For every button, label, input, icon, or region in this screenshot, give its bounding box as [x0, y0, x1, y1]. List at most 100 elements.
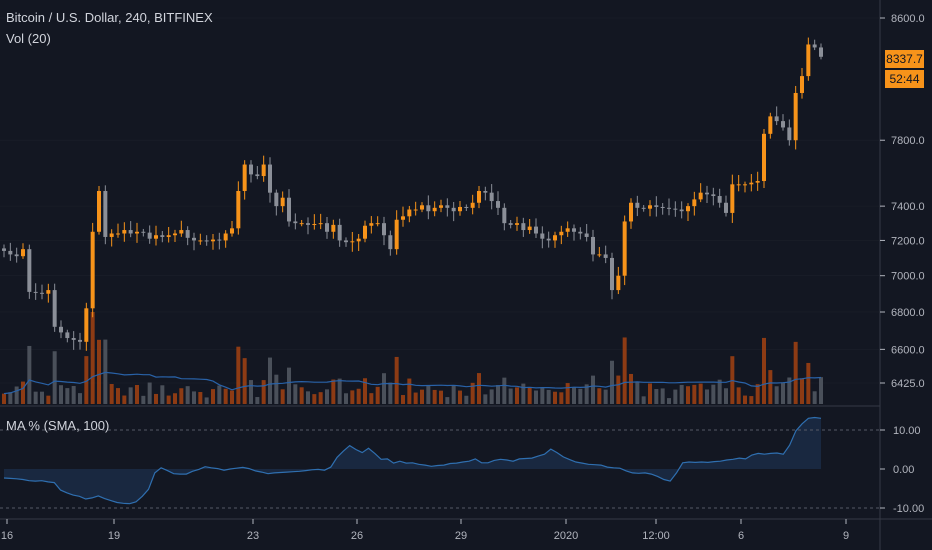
candle-body	[312, 224, 317, 226]
candle-body	[223, 233, 228, 241]
volume-bar	[458, 390, 462, 404]
volume-bar	[59, 385, 63, 404]
candle-body	[420, 205, 424, 210]
time-axis[interactable]: 16 19 23 26 29 2020 12:00 6 9	[1, 519, 849, 542]
candle-body	[616, 275, 621, 291]
volume-bar	[749, 396, 754, 404]
candle-body	[565, 228, 570, 232]
volume-bar	[559, 392, 564, 404]
candle-body	[445, 205, 450, 208]
candle-body	[109, 233, 114, 237]
volume-bar	[787, 377, 792, 404]
volume-bar	[439, 390, 443, 404]
volume-bar	[388, 382, 393, 404]
candle-body	[33, 291, 38, 293]
volume-bar	[819, 377, 823, 404]
volume-bar	[635, 382, 640, 404]
candle-body	[591, 236, 595, 255]
candle-body	[27, 249, 32, 292]
candle-body	[610, 257, 614, 291]
volume-bar	[451, 386, 456, 404]
candle-body	[135, 231, 139, 234]
volume-bar	[483, 394, 488, 404]
volume-bar	[521, 383, 526, 404]
candle-body	[819, 47, 823, 57]
candle-body	[698, 192, 703, 200]
volume-bar	[78, 393, 82, 404]
candle-body	[464, 206, 469, 208]
candle-body	[287, 197, 291, 222]
time-tick-label: 12:00	[642, 530, 670, 542]
volume-bar	[584, 384, 589, 404]
osc-tick-label: -10.00	[893, 503, 924, 515]
candle-body	[350, 241, 355, 243]
candle-body	[667, 207, 671, 209]
candle-body	[14, 254, 19, 257]
candle-body	[762, 133, 766, 182]
volume-bar	[84, 356, 89, 404]
volume-bar	[686, 386, 690, 404]
candle-body	[477, 190, 481, 203]
volume-bar	[489, 389, 494, 404]
volume-bar	[382, 373, 386, 404]
volume-bar	[363, 378, 367, 404]
volume-bar	[477, 373, 481, 404]
volume-bar	[692, 384, 697, 404]
bar-countdown-tag: 52:44	[885, 70, 924, 88]
candle-body	[160, 235, 165, 237]
candle-body	[356, 238, 361, 242]
volume-bar	[616, 375, 621, 404]
last-price-tag: 8337.7	[885, 50, 924, 68]
candle-body	[559, 231, 564, 236]
volume-bar	[667, 398, 671, 404]
volume-bar	[14, 386, 19, 404]
volume-bar	[654, 389, 659, 404]
volume-bar	[375, 386, 380, 404]
osc-tick-label: 0.00	[893, 464, 914, 476]
candle-body	[553, 235, 557, 241]
candle-body	[166, 235, 171, 237]
oscillator-axis[interactable]: 10.00 0.00 -10.00	[880, 425, 924, 515]
candle-body	[116, 233, 120, 235]
candle-body	[654, 205, 659, 207]
volume-bar	[717, 379, 722, 404]
price-tick-label: 6425.0	[891, 378, 925, 390]
volume-bar	[40, 391, 44, 404]
candle-body	[540, 233, 545, 239]
volume-bar	[141, 395, 146, 404]
candle-body	[52, 290, 57, 327]
volume-bar	[211, 389, 215, 404]
volume-bar	[698, 383, 703, 404]
candle-body	[508, 223, 513, 225]
volume-bar	[546, 389, 551, 404]
candle-body	[325, 223, 329, 232]
volume-bar	[762, 337, 766, 404]
volume-bar	[109, 384, 114, 404]
price-tick-label: 6800.0	[891, 307, 925, 319]
candle-body	[84, 308, 89, 342]
volume-bar	[578, 388, 583, 404]
volume-bar	[641, 396, 646, 404]
volume-bar	[610, 360, 614, 404]
volume-bar	[774, 386, 779, 404]
candle-body	[483, 190, 488, 193]
candle-body	[306, 223, 310, 225]
candle-body	[141, 231, 146, 233]
candle-body	[458, 206, 462, 212]
volume-bar	[470, 382, 475, 404]
candle-body	[515, 223, 519, 225]
price-tick-label: 7000.0	[891, 271, 925, 283]
candle-body	[211, 239, 215, 242]
volume-bar	[255, 397, 260, 404]
volume-bar	[597, 388, 602, 404]
price-tick-label: 8600.0	[891, 13, 925, 25]
candle-body	[578, 231, 583, 234]
price-axis[interactable]: 8600.0 7800.0 7400.0 7200.0 7000.0 6800.0 6600…	[880, 13, 925, 390]
candle-body	[641, 207, 646, 209]
volume-bar	[768, 370, 773, 404]
time-tick-label: 26	[351, 530, 363, 542]
oscillator-legend: MA % (SMA, 100)	[6, 418, 110, 433]
volume-bar	[445, 397, 450, 404]
volume-bar	[33, 391, 38, 404]
